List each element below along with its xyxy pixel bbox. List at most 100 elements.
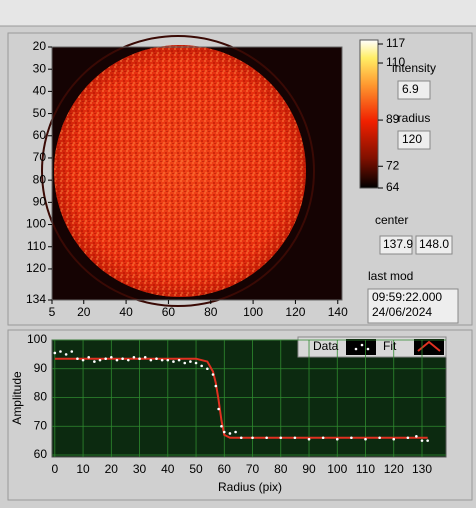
intensity-box <box>397 80 431 100</box>
x-tick-label: 100 <box>243 305 263 319</box>
data-point <box>415 435 418 438</box>
data-point <box>211 373 215 376</box>
legend-fit-icon <box>414 339 444 355</box>
center-x-box <box>379 235 413 255</box>
legend-data-dot <box>366 347 370 351</box>
x-tick-label: 80 <box>204 305 218 319</box>
colorbar-tick-label: 64 <box>386 180 400 194</box>
data-point <box>214 384 218 388</box>
center-x: 137.9 <box>383 237 413 251</box>
x-tick-label: 70 <box>246 462 260 476</box>
x-tick-label: 110 <box>356 462 375 476</box>
radius-value: 120 <box>402 132 422 146</box>
y-tick-label: 50 <box>33 106 47 120</box>
x-tick-label: 5 <box>49 305 56 319</box>
x-tick-label: 30 <box>133 462 147 476</box>
data-point <box>53 351 57 355</box>
x-tick-label: 40 <box>161 462 175 476</box>
x-tick-label: 80 <box>274 462 288 476</box>
data-point <box>279 436 283 440</box>
data-point <box>104 357 107 360</box>
center-label: center <box>375 213 408 227</box>
data-point <box>406 436 410 440</box>
y-tick-label: 80 <box>34 390 48 404</box>
data-point <box>70 350 74 353</box>
data-point <box>307 437 311 441</box>
y-tick-label: 100 <box>26 217 46 231</box>
center-y-box <box>415 235 453 255</box>
dynamic: 5 20 40 60 80 100 120 1402030405060708090100110… <box>26 36 446 476</box>
y-tick-label: 100 <box>27 332 47 346</box>
data-point <box>420 439 424 442</box>
y-tick-label: 90 <box>34 361 48 375</box>
colorbar-tick-label: 117 <box>386 36 405 50</box>
x-tick-label: 10 <box>76 462 90 476</box>
y-tick-label: 90 <box>33 195 47 209</box>
y-tick-label: 30 <box>33 61 47 75</box>
legend-data-dot <box>360 343 364 347</box>
data-point <box>93 360 96 363</box>
data-point <box>217 407 220 411</box>
center-y: 148.0 <box>419 237 449 251</box>
data-point <box>200 364 203 368</box>
x-tick-label: 60 <box>162 305 176 319</box>
y-tick-label: 70 <box>33 150 47 164</box>
y-tick-label: 20 <box>33 39 47 53</box>
last-mod-date: 24/06/2024 <box>372 305 432 319</box>
data-point <box>177 358 181 362</box>
last-mod-label: last mod <box>368 269 413 283</box>
data-point <box>64 353 68 356</box>
data-point <box>76 357 79 360</box>
data-point <box>321 436 325 440</box>
fit-line <box>54 357 428 439</box>
data-point <box>426 439 429 442</box>
data-point <box>335 437 339 441</box>
y-tick-label: 60 <box>34 447 48 461</box>
y-tick-label: 70 <box>34 418 48 432</box>
image-ring <box>41 35 315 307</box>
colorbar-tick-label: 72 <box>386 158 400 172</box>
last-mod-box <box>367 288 459 324</box>
top-bar <box>0 0 476 26</box>
x-tick-label: 50 <box>189 462 203 476</box>
data-point <box>378 436 381 440</box>
colorbar-tick-label: 110 <box>386 55 405 69</box>
intensity-value: 6.9 <box>402 82 419 96</box>
data-point <box>110 355 113 359</box>
data-point <box>251 436 254 440</box>
data-point <box>220 424 223 428</box>
data-point <box>364 437 367 441</box>
data-point <box>166 358 170 362</box>
data-point <box>59 350 62 353</box>
y-tick-label: 120 <box>26 261 46 275</box>
data-point <box>194 361 198 365</box>
x-tick-label: 120 <box>384 462 404 476</box>
x-tick-label: 140 <box>328 305 348 319</box>
data-point <box>183 361 187 365</box>
y-tick-label: 80 <box>33 172 47 186</box>
data-point <box>87 355 91 359</box>
y-tick-label: 134 <box>26 292 46 306</box>
x-tick-label: 0 <box>51 462 58 476</box>
data-point <box>265 436 268 440</box>
data-point <box>228 432 232 435</box>
image-noise <box>54 45 306 297</box>
data-point <box>126 358 130 362</box>
data-point <box>121 357 124 360</box>
last-mod-time: 09:59:22.000 <box>372 290 442 304</box>
x-tick-label: 40 <box>119 305 133 319</box>
legend-label: Fit <box>383 339 397 353</box>
data-point <box>239 436 243 440</box>
data-point <box>81 358 85 362</box>
data-point <box>149 358 153 362</box>
data-point <box>234 430 237 434</box>
y-tick-label: 110 <box>27 239 46 253</box>
data-point <box>172 360 175 363</box>
radius-box <box>397 130 431 150</box>
colorbar <box>359 39 379 189</box>
x-tick-label: 120 <box>285 305 305 319</box>
data-point <box>206 367 209 371</box>
intensity-label: intensity <box>392 61 436 75</box>
legend-data-dot <box>354 347 358 351</box>
